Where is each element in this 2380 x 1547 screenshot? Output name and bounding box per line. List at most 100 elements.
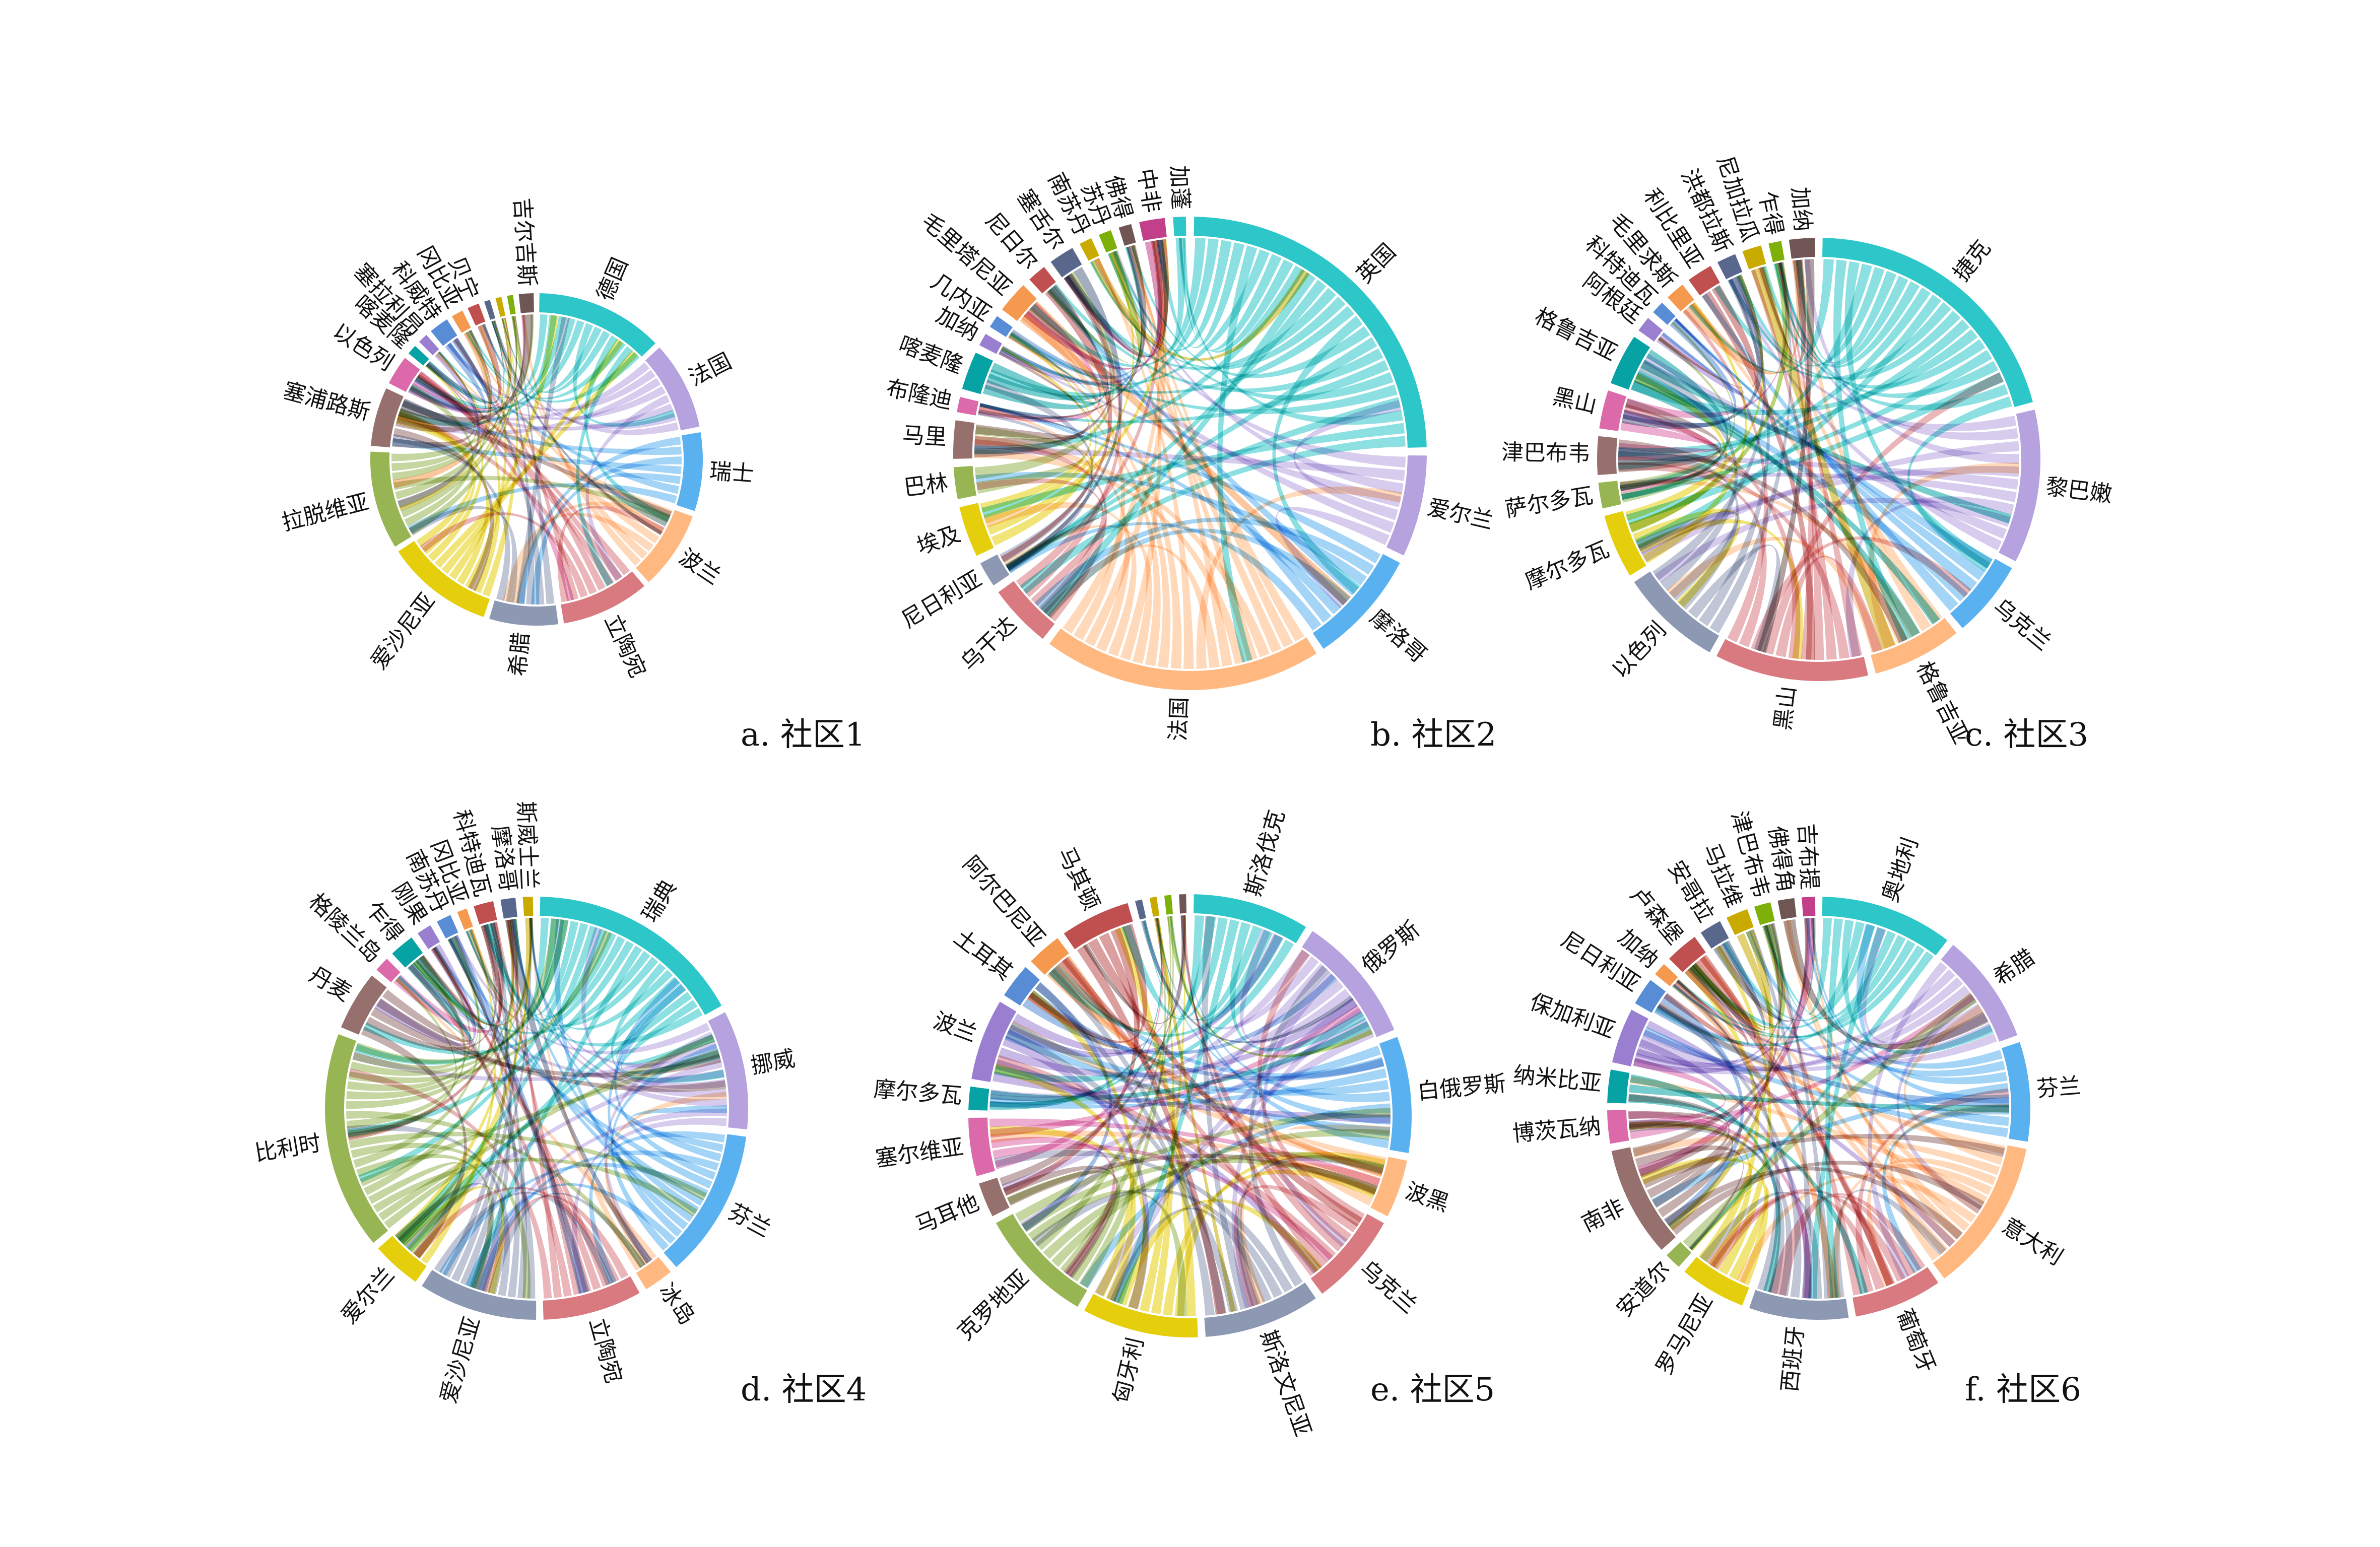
chord-ribbon <box>1637 918 1815 1176</box>
segment-label: 丹麦 <box>305 962 356 1006</box>
chord-ribbon <box>630 1105 727 1152</box>
chord-arc <box>1635 980 1666 1013</box>
chord-ribbon <box>361 1026 467 1259</box>
chord-ribbon <box>975 402 1084 439</box>
chord-ribbon <box>349 1131 707 1200</box>
chord-ribbon <box>505 919 652 1264</box>
chord-arc <box>1612 1010 1648 1066</box>
chord-ribbon <box>442 922 509 1278</box>
chord-ribbon <box>976 478 1104 614</box>
chord-arc <box>495 297 506 317</box>
chord-ribbon <box>978 406 1130 652</box>
chord-arc <box>489 600 559 626</box>
chord-ribbon <box>1182 238 1294 353</box>
segment-label: 拉脱维亚 <box>279 489 371 535</box>
chord-ribbon <box>1690 923 1786 1029</box>
chord-ribbon <box>1632 509 1741 608</box>
chord-arc <box>1599 390 1626 431</box>
chord-arc <box>457 908 473 930</box>
chord-arc <box>953 420 975 459</box>
chord-ribbon <box>1077 945 1226 1315</box>
chord-ribbon <box>979 360 1389 424</box>
chord-ribbon <box>1061 932 1140 1033</box>
chord-ribbon <box>453 935 520 1298</box>
chord-ribbon <box>412 317 512 411</box>
chord-ribbon <box>460 918 532 1286</box>
chord-arc <box>1179 894 1186 914</box>
chord-ribbon <box>1768 1193 1926 1294</box>
chord-ribbon <box>1618 462 1767 647</box>
chord-ribbon <box>1689 951 1934 1251</box>
chord-ribbon <box>353 935 481 1168</box>
segment-label: 吉尔吉斯 <box>509 197 540 287</box>
chord-ribbon <box>466 331 626 399</box>
chord-arc <box>1607 1110 1629 1144</box>
chord-ribbon <box>1687 940 1766 1033</box>
segment-label: 爱沙尼亚 <box>366 588 440 675</box>
segment-label: 黎巴嫩 <box>2044 474 2113 508</box>
chord-arc <box>1031 938 1069 975</box>
chord-ribbon <box>1796 259 1897 364</box>
chord-arc <box>1084 1294 1198 1337</box>
chord-ribbon <box>1619 473 2017 502</box>
chord-ribbon <box>1023 239 1169 370</box>
chord-ribbon <box>1047 250 1142 364</box>
segment-label: 瑞典 <box>637 876 682 927</box>
chord-ribbon <box>1674 318 1977 591</box>
chord-ribbon <box>1663 967 1749 1047</box>
chord-arc <box>1173 217 1186 237</box>
segment-label: 爱尔兰 <box>336 1262 400 1329</box>
chord-ribbon <box>1642 1133 2005 1188</box>
chord-arc <box>1607 1069 1630 1104</box>
chord-arc <box>468 303 486 326</box>
chord-ribbon <box>419 924 502 1026</box>
segment-label: 克罗地亚 <box>953 1265 1034 1345</box>
chord-ribbon <box>1635 1145 1744 1250</box>
chord-arc <box>645 347 700 431</box>
chord-ribbon <box>1079 917 1166 1288</box>
chord-ribbon <box>990 332 1096 405</box>
chord-ribbon <box>1064 239 1168 357</box>
segment-label: 奥地利 <box>1877 834 1924 905</box>
chord-ribbon <box>398 329 493 427</box>
segment-label: 比利时 <box>253 1130 323 1167</box>
chord-ribbon <box>1151 917 1175 1314</box>
chord-ribbon <box>1001 285 1112 562</box>
chord-ribbon <box>1736 266 1885 367</box>
chord-arc <box>1004 967 1040 1006</box>
chord-arc <box>1118 224 1136 246</box>
chord-arc <box>500 898 517 919</box>
chord-ribbon <box>1096 257 1194 669</box>
chord-arc <box>1610 337 1650 390</box>
segment-label: 立陶宛 <box>600 611 651 682</box>
chord-ribbon <box>431 948 601 1290</box>
chord-ribbon <box>530 918 673 1030</box>
segment-label: 土耳其 <box>949 924 1018 985</box>
chord-ribbon <box>374 944 476 1046</box>
chord-ribbon <box>396 412 476 555</box>
chord-ribbon <box>1661 993 1744 1228</box>
segment-label: 乌干达 <box>956 612 1022 676</box>
chord-arc <box>1029 266 1056 294</box>
chord-ribbon <box>1833 1189 1947 1298</box>
segment-label: 希腊 <box>505 631 535 678</box>
chord-arc <box>437 915 458 939</box>
chord-ribbon <box>1027 307 1395 533</box>
chord-ribbon <box>434 1191 614 1286</box>
segment-label: 摩尔多瓦 <box>873 1077 963 1109</box>
chord-ribbon <box>1642 983 1740 1063</box>
segment-label: 津巴布韦 <box>1501 440 1591 467</box>
segment-label: 南非 <box>1577 1194 1629 1237</box>
chord-arc <box>417 925 440 950</box>
chord-ribbon <box>1763 925 1863 1296</box>
panel-caption: f. 社区6 <box>1965 1371 2081 1408</box>
chord-ribbon <box>1234 1185 1359 1308</box>
chord-ribbon <box>1043 544 1220 668</box>
chord-arc <box>522 897 534 916</box>
chord-ribbon <box>1063 240 1164 634</box>
ribbon-layer <box>1628 918 2009 1299</box>
chord-ribbon <box>426 363 630 576</box>
chord-panel-4: 瑞典挪威芬兰冰岛立陶宛爱沙尼亚爱尔兰比利时丹麦格陵兰岛乍得刚果南苏丹冈比亚科特迪… <box>253 800 867 1408</box>
chord-arc <box>636 1257 671 1290</box>
segment-label: 吉布提 <box>1794 823 1822 890</box>
